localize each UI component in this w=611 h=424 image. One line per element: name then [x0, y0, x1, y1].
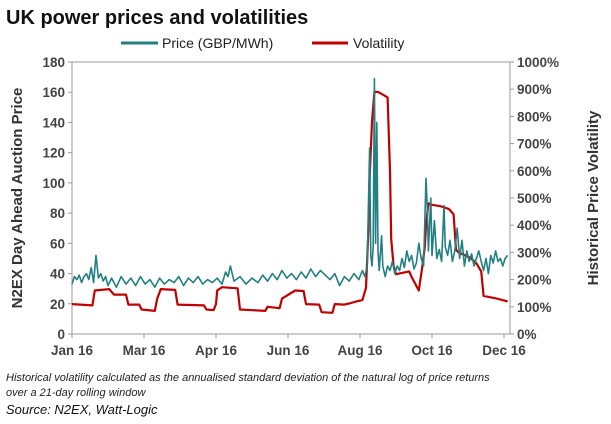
y2-tick-label: 200%	[517, 273, 552, 288]
y-tick-label: 60	[50, 236, 65, 251]
y-tick-label: 180	[42, 55, 65, 70]
x-tick-label: Jan 16	[51, 343, 94, 358]
source-note: Source: N2EX, Watt-Logic	[6, 402, 158, 417]
annotation-line-2: over a 21-day rolling window	[6, 387, 146, 399]
y2-tick-label: 400%	[517, 218, 552, 233]
series-line-volatility	[71, 90, 508, 314]
x-tick-label: Mar 16	[123, 343, 166, 358]
x-tick-label: Oct 16	[411, 343, 453, 358]
x-tick-label: Dec 16	[482, 343, 526, 358]
y2-tick-label: 500%	[517, 191, 552, 206]
y-tick-label: 120	[42, 146, 65, 161]
x-axis: Jan 16 Mar 16 Apr 16 Jun 16 Aug 16 Oct 16 Dec …	[51, 334, 526, 358]
y-tick-label: 20	[50, 297, 65, 312]
legend-label-price: Price (GBP/MWh)	[162, 35, 273, 51]
y-tick-label: 40	[50, 267, 65, 282]
x-tick-label: Aug 16	[337, 343, 383, 358]
chart-title: UK power prices and volatilities	[6, 7, 308, 29]
y-tick-label: 0	[57, 327, 65, 342]
legend-label-volatility: Volatility	[353, 35, 404, 51]
x-tick-label: Apr 16	[195, 343, 238, 358]
y2-axis-title: Historical Price Volatility	[585, 110, 602, 285]
series-line-price	[71, 77, 509, 289]
y-axis-right: 0% 100% 200% 300% 400% 500% 600% 700% 800% 900% 10…	[510, 55, 559, 342]
y2-tick-label: 1000%	[517, 55, 559, 70]
annotation-line-1: Historical volatility calculated as the …	[6, 372, 490, 384]
legend: Price (GBP/MWh) Volatility	[121, 35, 404, 51]
y2-tick-label: 300%	[517, 245, 552, 260]
y-axis-left: 0 20 40 60 80 100 120 140 160 180	[42, 55, 72, 342]
y2-tick-label: 700%	[517, 137, 552, 152]
y2-tick-label: 600%	[517, 164, 552, 179]
y-tick-label: 140	[42, 115, 65, 130]
x-tick-label: Jun 16	[267, 343, 310, 358]
y-tick-label: 80	[50, 206, 65, 221]
y2-tick-label: 800%	[517, 109, 552, 124]
y2-tick-label: 900%	[517, 82, 552, 97]
y2-tick-label: 100%	[517, 300, 552, 315]
y2-tick-label: 0%	[517, 327, 537, 342]
y-tick-label: 160	[42, 85, 65, 100]
y-tick-label: 100	[42, 176, 65, 191]
y-axis-title: N2EX Day Ahead Auction Price	[9, 88, 26, 309]
